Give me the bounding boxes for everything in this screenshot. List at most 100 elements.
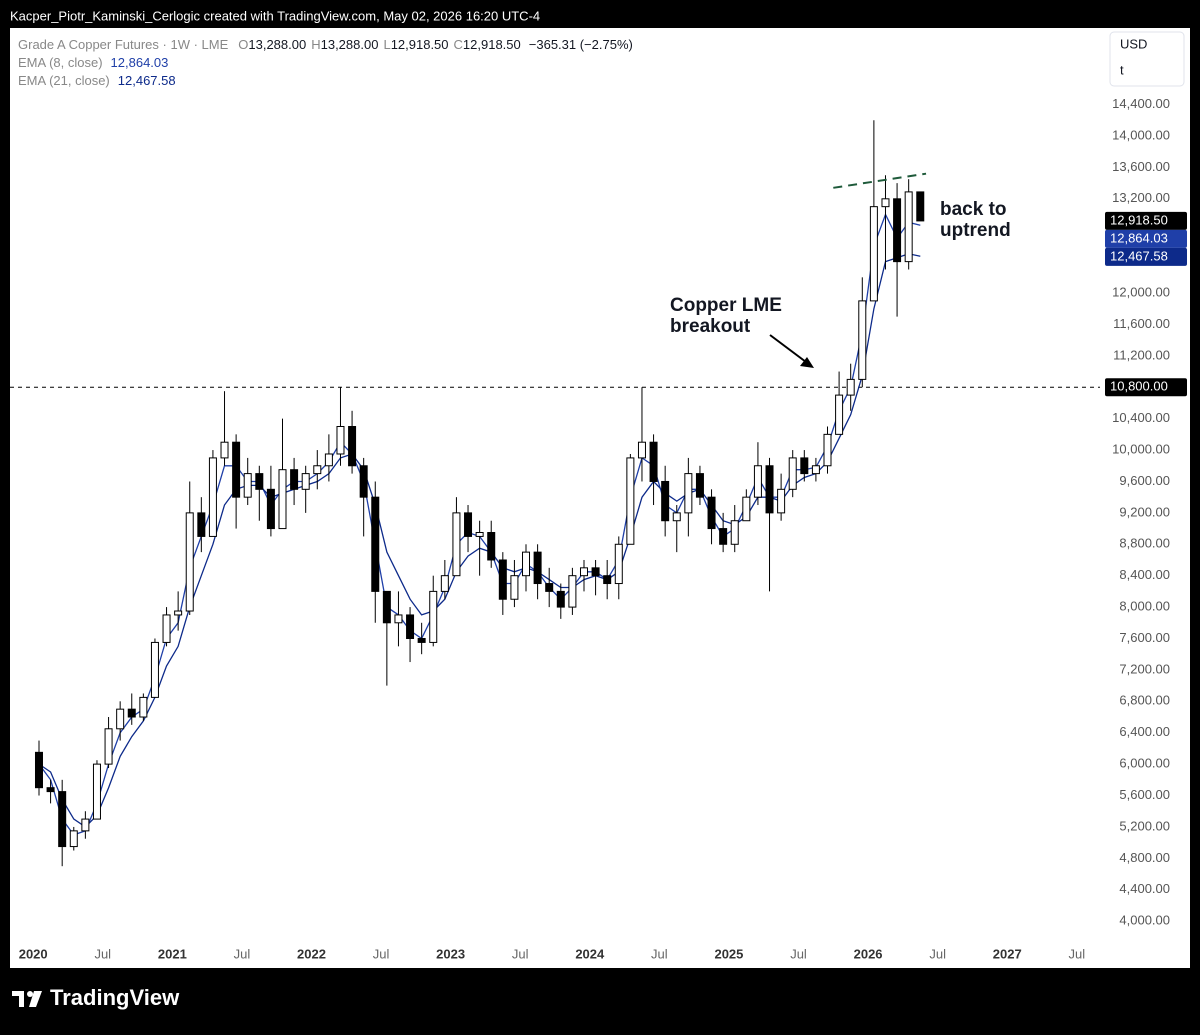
candle-body <box>765 465 774 514</box>
candle-body <box>197 512 206 537</box>
x-tick-label: 2023 <box>436 946 465 961</box>
candle-body <box>255 473 264 490</box>
candle-body <box>672 512 681 522</box>
candle-body <box>266 488 275 530</box>
candle-body <box>464 512 473 537</box>
price-tag-label: 12,467.58 <box>1110 248 1168 263</box>
y-tick-label: 14,400.00 <box>1112 96 1170 111</box>
candle-body <box>58 791 67 848</box>
candle-body <box>232 441 241 498</box>
candle-body <box>185 512 194 612</box>
y-tick-label: 8,400.00 <box>1119 567 1170 582</box>
candle-body <box>487 532 496 561</box>
legend-line: EMA (8, close) 12,864.03 <box>18 55 168 70</box>
candle-body <box>174 610 183 616</box>
ohlc-value: 12,918.50 <box>391 37 449 52</box>
candle-body <box>846 378 855 396</box>
candle-body <box>788 457 797 490</box>
candle-body <box>220 441 229 459</box>
candle-body <box>150 641 159 698</box>
candle-body <box>69 830 78 848</box>
candle-body <box>475 532 484 537</box>
x-tick-label: 2024 <box>575 946 605 961</box>
y-tick-label: 9,200.00 <box>1119 504 1170 519</box>
trendline <box>833 172 927 189</box>
x-tick-label: 2026 <box>854 946 883 961</box>
candle-body <box>139 696 148 718</box>
arrow-head <box>800 357 814 368</box>
candle-body <box>278 469 287 530</box>
ohlc-key: H <box>311 37 320 52</box>
candle-body <box>603 575 612 585</box>
candle-body <box>637 441 646 459</box>
candle-body <box>406 614 415 639</box>
candle-body <box>649 441 658 482</box>
legend-line: Grade A Copper Futures · 1W · LME O13,288… <box>18 37 633 52</box>
y-tick-label: 6,800.00 <box>1119 693 1170 708</box>
candle-body <box>858 300 867 380</box>
candle-body <box>371 496 380 592</box>
y-tick-label: 4,400.00 <box>1119 881 1170 896</box>
x-tick-label: Jul <box>512 946 529 961</box>
x-tick-label: 2027 <box>993 946 1022 961</box>
x-tick-label: 2020 <box>19 946 48 961</box>
candle-body <box>684 473 693 514</box>
price-tag-label: 12,918.50 <box>1110 212 1168 227</box>
legend-name: EMA (8, close) <box>18 55 103 70</box>
candle-body <box>522 551 531 577</box>
candle-body <box>730 520 739 545</box>
candle-body <box>869 206 878 302</box>
candle-body <box>348 426 357 467</box>
legend-value: 12,467.58 <box>118 73 176 88</box>
y-tick-label: 7,200.00 <box>1119 661 1170 676</box>
y-tick-label: 4,800.00 <box>1119 850 1170 865</box>
candle-body <box>208 457 217 537</box>
price-tag <box>1105 247 1187 266</box>
candle-body <box>34 751 43 789</box>
candle-body <box>92 763 101 820</box>
price-tag-label: 12,864.03 <box>1110 230 1168 245</box>
candle-body <box>626 457 635 545</box>
x-tick-label: Jul <box>94 946 111 961</box>
candle-body <box>162 614 171 643</box>
candle-body <box>243 473 252 498</box>
ohlc-key: C <box>454 37 463 52</box>
candle-body <box>881 198 890 208</box>
ohlc-value: 12,918.50 <box>463 37 521 52</box>
x-tick-label: Jul <box>651 946 668 961</box>
candle-body <box>568 575 577 608</box>
currency-box <box>1109 31 1185 87</box>
x-tick-label: Jul <box>234 946 251 961</box>
price-tag <box>1105 229 1187 248</box>
candle-body <box>359 465 368 498</box>
candle-body <box>695 473 704 498</box>
x-tick-label: Jul <box>790 946 807 961</box>
y-tick-label: 12,000.00 <box>1112 284 1170 299</box>
chart-panel <box>10 28 1190 968</box>
footer-brand: TradingView <box>50 985 180 1010</box>
y-tick-label: 14,000.00 <box>1112 127 1170 142</box>
annotation: Copper LME <box>670 295 782 316</box>
candle-body <box>742 496 751 522</box>
price-tag-label: 10,800.00 <box>1110 379 1168 394</box>
candle-body <box>429 590 438 643</box>
candle-body <box>579 567 588 577</box>
candle-body <box>753 465 762 498</box>
y-tick-label: 5,600.00 <box>1119 787 1170 802</box>
candle-body <box>893 198 902 263</box>
x-tick-label: Jul <box>373 946 390 961</box>
candle-body <box>81 818 90 832</box>
candle-body <box>324 453 333 467</box>
logo <box>12 991 42 1007</box>
candle-body <box>313 465 322 475</box>
candle-body <box>811 465 820 475</box>
y-tick-label: 5,200.00 <box>1119 818 1170 833</box>
change: −365.31 (−2.75%) <box>529 37 633 52</box>
y-tick-label: 13,200.00 <box>1112 190 1170 205</box>
y-tick-label: 11,200.00 <box>1113 347 1170 362</box>
y-tick-label: 7,600.00 <box>1119 630 1170 645</box>
currency: USD <box>1120 36 1147 51</box>
candle-body <box>382 590 391 624</box>
candle-body <box>719 528 728 545</box>
